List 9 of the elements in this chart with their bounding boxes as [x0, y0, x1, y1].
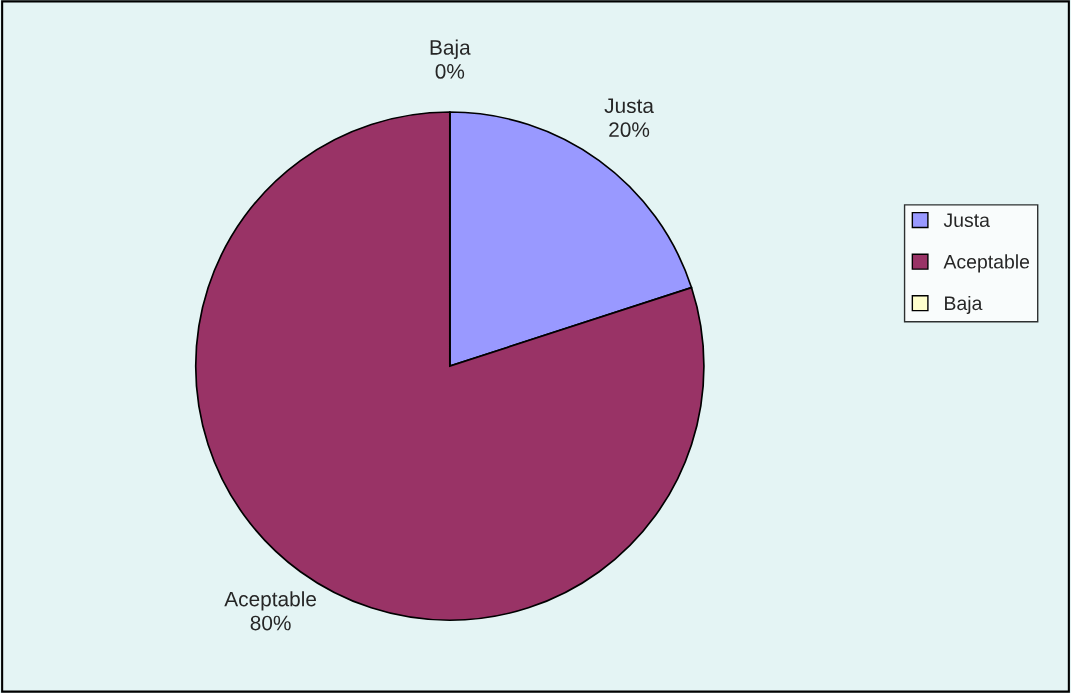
legend-label: Justa: [943, 213, 990, 228]
slice-label: Justa: [604, 98, 654, 114]
slice-label: Aceptable: [224, 591, 316, 611]
data-label: 20%: [609, 122, 650, 138]
category-label: Baja: [430, 39, 471, 59]
legend-label: Baja: [945, 295, 983, 315]
text: 0%: [435, 64, 465, 79]
legend-label: Aceptable: [943, 254, 1030, 273]
data-label: 80%: [250, 615, 291, 631]
